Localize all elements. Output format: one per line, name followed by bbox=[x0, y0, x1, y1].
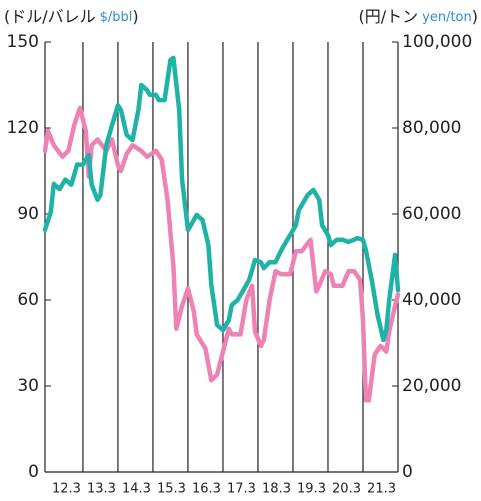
x-tick-label: 16.3 bbox=[192, 482, 221, 497]
x-tick-label: 15.3 bbox=[157, 482, 186, 497]
y2-tick-label: 100,000 bbox=[402, 32, 472, 52]
x-tick-label: 20.3 bbox=[332, 482, 361, 497]
x-tick-label: 13.3 bbox=[87, 482, 116, 497]
y2-label-unit: yen/ton bbox=[422, 10, 472, 25]
y-axis-label: (ドル/バレル $/bbl) bbox=[4, 7, 139, 26]
x-tick-label: 18.3 bbox=[262, 482, 291, 497]
y-tick-label: 150 bbox=[7, 32, 39, 52]
y2-tick-label: 20,000 bbox=[402, 376, 461, 396]
y2-tick-label: 40,000 bbox=[402, 290, 461, 310]
y-tick-label: 120 bbox=[7, 118, 39, 138]
y2-label-text: (円/トン bbox=[359, 7, 419, 26]
y-tick-label: 0 bbox=[28, 462, 39, 482]
y2-tick-label: 80,000 bbox=[402, 118, 461, 138]
y-tick-label: 90 bbox=[17, 204, 39, 224]
data-line bbox=[42, 55, 401, 343]
x-tick-label: 19.3 bbox=[297, 482, 326, 497]
y2-tick-label: 60,000 bbox=[402, 204, 461, 224]
x-tick-label: 17.3 bbox=[227, 482, 256, 497]
y2-tick-label: 0 bbox=[402, 462, 413, 482]
y-tick-label: 30 bbox=[17, 376, 39, 396]
y-tick-label: 60 bbox=[17, 290, 39, 310]
x-tick-label: 21.3 bbox=[367, 482, 396, 497]
y2-axis-label: (円/トン yen/ton) bbox=[359, 7, 479, 26]
y-label-unit: $/bbl bbox=[100, 10, 133, 25]
data-line bbox=[42, 105, 401, 403]
y2-label-close: ) bbox=[472, 7, 478, 26]
x-tick-label: 12.3 bbox=[52, 482, 81, 497]
x-tick-label: 14.3 bbox=[122, 482, 151, 497]
y-label-close: ) bbox=[132, 7, 138, 26]
y-label-text: (ドル/バレル bbox=[4, 7, 96, 26]
